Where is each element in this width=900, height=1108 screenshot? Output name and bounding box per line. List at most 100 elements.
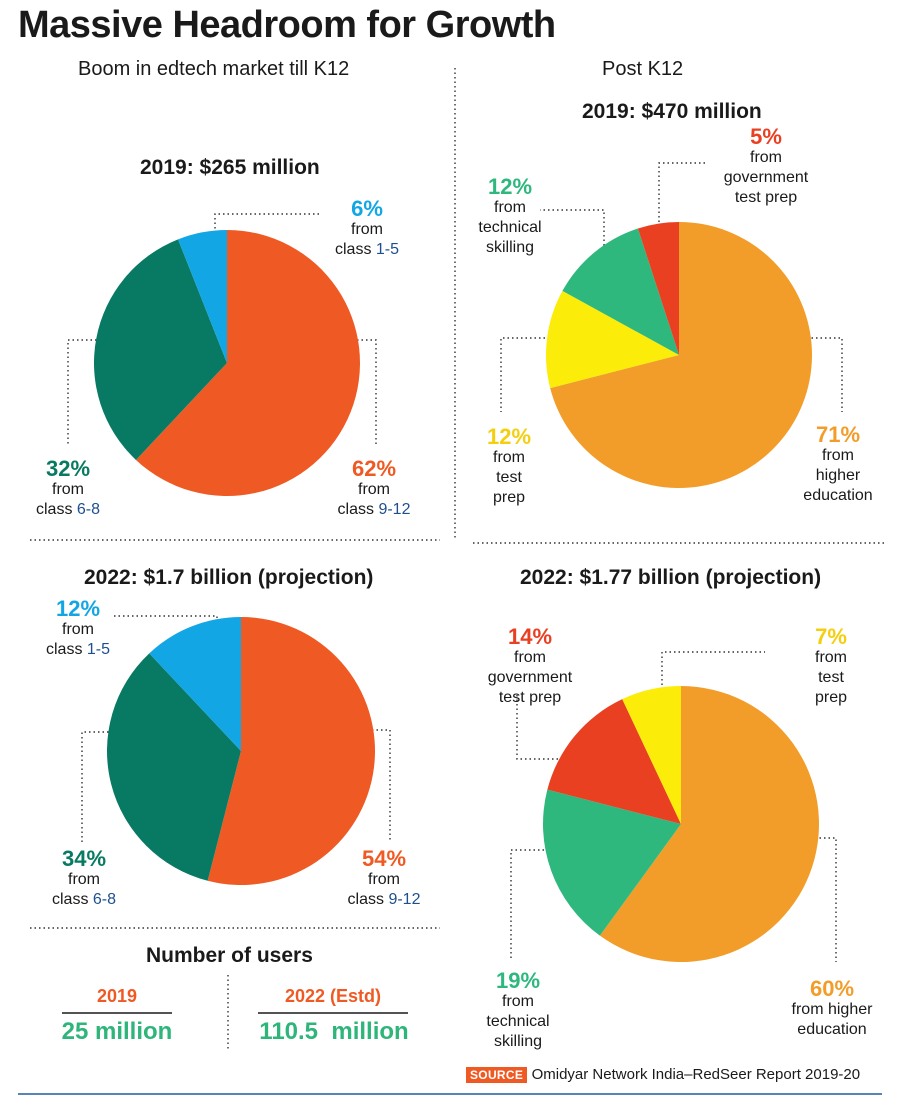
leader-14pct [516, 692, 594, 760]
label-class: class [35, 501, 73, 518]
chart4-label-gov: 14% from government test prep [476, 626, 584, 708]
label-line: from higher [791, 1001, 873, 1018]
pct-label: 71% [815, 422, 861, 447]
label-line: education [803, 487, 873, 504]
label-line: from [815, 649, 847, 666]
label-line: from [750, 149, 782, 166]
label-line: test [818, 669, 844, 686]
chart2-slice-0 [207, 617, 376, 885]
leader-6pct [214, 213, 320, 260]
chart4-label-tech: 19% from technical skilling [470, 970, 566, 1052]
label-from: from [358, 481, 390, 498]
pct-label: 54% [361, 846, 407, 871]
pct-label: 12% [486, 424, 532, 449]
pct-label: 62% [351, 456, 397, 481]
pct-label: 32% [45, 456, 91, 481]
chart3-slice-1 [546, 290, 679, 389]
chart4-slice-3 [622, 686, 681, 824]
chart1-title: 2019: $265 million [140, 156, 320, 179]
label-line: from [822, 447, 854, 464]
label-from: from [368, 871, 400, 888]
label-range: 9-12 [378, 501, 411, 518]
chart1-slice-2 [178, 230, 227, 363]
label-class: class [51, 891, 89, 908]
label-line: technical [486, 1013, 550, 1030]
chart2-label-9-12: 54% from class 9-12 [336, 848, 432, 910]
pct-label: 34% [61, 846, 107, 871]
users-year-2022: 2022 (Estd) [284, 986, 382, 1006]
chart2-label-6-8: 34% from class 6-8 [36, 848, 132, 910]
label-range: 1-5 [86, 641, 111, 658]
chart4-label-test: 7% from test prep [786, 626, 876, 708]
label-from: from [52, 481, 84, 498]
label-class: class [45, 641, 83, 658]
leader-32pct [67, 339, 128, 445]
chart3-slice-2 [562, 228, 679, 355]
users-value-2019: 25 million [61, 1018, 173, 1045]
pct-label: 14% [507, 624, 553, 649]
source-line: SOURCE Omidyar Network India–RedSeer Rep… [466, 1066, 860, 1084]
chart1-label-6-8: 32% from class 6-8 [20, 458, 116, 520]
label-line: technical [478, 219, 542, 236]
label-line: prep [814, 689, 848, 706]
chart2-title: 2022: $1.7 billion (projection) [84, 566, 374, 589]
users-title: Number of users [146, 944, 313, 967]
label-line: prep [492, 489, 526, 506]
chart4-label-higher: 60% from higher education [772, 978, 892, 1040]
chart1-slice-1 [93, 239, 227, 460]
left-section-heading: Boom in edtech market till K12 [78, 58, 350, 80]
label-line: education [797, 1021, 867, 1038]
label-line: from [494, 199, 526, 216]
label-line: higher [815, 467, 861, 484]
right-section-heading: Post K12 [602, 58, 684, 80]
page-title: Massive Headroom for Growth [18, 4, 556, 46]
chart4-slice-1 [542, 789, 681, 936]
chart3-label-tech: 12% from technical skilling [462, 176, 558, 258]
label-class: class [334, 241, 372, 258]
label-from: from [351, 221, 383, 238]
chart3-label-higher: 71% from higher education [790, 424, 886, 506]
chart4-title: 2022: $1.77 billion (projection) [520, 566, 822, 589]
users-year-2019: 2019 [96, 986, 138, 1006]
label-line: test prep [498, 689, 562, 706]
source-text: Omidyar Network India–RedSeer Report 201… [531, 1066, 861, 1083]
label-range: 6-8 [76, 501, 101, 518]
pct-label: 19% [495, 968, 541, 993]
pct-label: 6% [351, 196, 383, 221]
source-tag: SOURCE [466, 1067, 528, 1083]
chart3-slice-3 [637, 222, 679, 355]
pct-label: 12% [55, 596, 101, 621]
chart1-label-9-12: 62% from class 9-12 [326, 458, 422, 520]
pct-label: 60% [809, 976, 855, 1001]
label-line: from [514, 649, 546, 666]
chart2-slice-1 [106, 653, 241, 881]
chart3-label-test: 12% from test prep [464, 426, 554, 508]
label-from: from [68, 871, 100, 888]
label-range: 1-5 [375, 241, 400, 258]
label-line: test prep [734, 189, 798, 206]
pct-label: 12% [487, 174, 533, 199]
chart1-slice-0 [135, 230, 361, 496]
label-class: class [347, 891, 384, 908]
leader-7pct [661, 651, 765, 712]
label-class: class [337, 501, 374, 518]
pct-label: 5% [750, 124, 782, 149]
label-line: from [493, 449, 525, 466]
leader-62pct [330, 339, 377, 445]
label-line: skilling [485, 239, 534, 256]
users-value-2022: 110.5 million [259, 1018, 409, 1045]
label-line: government [487, 669, 573, 686]
leader-5pct [658, 162, 705, 240]
label-line: from [502, 993, 534, 1010]
chart3-slice-0 [550, 222, 812, 489]
label-from: from [62, 621, 94, 638]
label-line: skilling [493, 1033, 542, 1050]
chart1-label-1-5: 6% from class 1-5 [322, 198, 412, 260]
chart3-label-gov: 5% from government test prep [712, 126, 820, 208]
chart4-slice-2 [547, 699, 681, 824]
chart2-slice-2 [149, 617, 241, 751]
chart3-title: 2019: $470 million [582, 100, 762, 123]
label-line: test [496, 469, 522, 486]
label-line: government [723, 169, 809, 186]
